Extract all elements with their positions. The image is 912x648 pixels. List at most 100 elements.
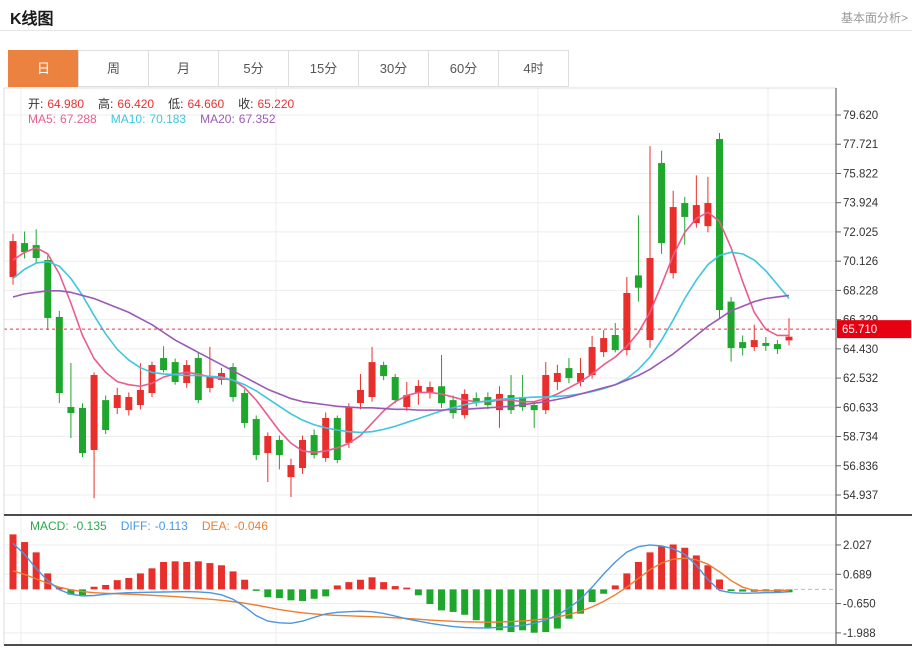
legend-value: 67.288 bbox=[60, 112, 97, 126]
candle-body bbox=[67, 407, 75, 414]
candle-body bbox=[310, 435, 318, 456]
candle-body bbox=[160, 358, 168, 371]
macd-bar bbox=[194, 561, 202, 590]
tab-周[interactable]: 周 bbox=[78, 50, 149, 87]
macd-bar bbox=[90, 586, 98, 590]
candle-body bbox=[739, 342, 747, 349]
page-title: K线图 bbox=[10, 11, 54, 28]
macd-bar bbox=[577, 589, 585, 614]
candle-body bbox=[658, 163, 666, 244]
candle-body bbox=[55, 316, 63, 394]
ma-line-ma5 bbox=[12, 211, 789, 454]
candle-body bbox=[264, 435, 272, 454]
macd-bar bbox=[449, 589, 457, 612]
macd-bar bbox=[252, 589, 260, 591]
tab-15分[interactable]: 15分 bbox=[288, 50, 359, 87]
tab-月[interactable]: 月 bbox=[148, 50, 219, 87]
legend-value: 70.183 bbox=[149, 112, 187, 126]
tab-30分[interactable]: 30分 bbox=[358, 50, 429, 87]
diff-line bbox=[12, 542, 790, 629]
macd-bar bbox=[484, 589, 492, 629]
price-axis-label: 75.822 bbox=[843, 168, 878, 180]
price-axis-label: 56.836 bbox=[843, 461, 878, 473]
macd-bar bbox=[692, 555, 700, 590]
legend-label: 高: bbox=[98, 97, 114, 111]
candle-body bbox=[565, 368, 573, 379]
candle-body bbox=[113, 395, 121, 408]
macd-bar bbox=[380, 582, 388, 590]
legend-label: DIFF: bbox=[120, 519, 151, 533]
ma-legend: MA5: 67.288 MA10: 70.183 MA20: 67.352 bbox=[28, 112, 290, 126]
candle-body bbox=[333, 417, 341, 461]
candle-body bbox=[275, 439, 283, 456]
legend-label: 低: bbox=[168, 97, 184, 111]
candle-body bbox=[368, 362, 376, 398]
tab-4时[interactable]: 4时 bbox=[498, 50, 569, 87]
candle-body bbox=[345, 407, 353, 443]
macd-bar bbox=[32, 552, 40, 590]
macd-bar bbox=[623, 573, 631, 590]
macd-bar bbox=[287, 589, 295, 601]
candle-body bbox=[148, 365, 156, 394]
macd-bar bbox=[472, 589, 480, 621]
candle-body bbox=[32, 245, 40, 259]
candle-body bbox=[634, 275, 642, 288]
legend-label: MACD: bbox=[30, 519, 69, 533]
macd-bar bbox=[739, 589, 747, 592]
candle-body bbox=[577, 373, 585, 382]
macd-bar bbox=[55, 587, 63, 590]
candle-body bbox=[356, 389, 364, 404]
candle-body bbox=[716, 139, 724, 311]
macd-axis-label: -1.988 bbox=[843, 628, 876, 640]
candle-body bbox=[403, 395, 411, 408]
macd-bar bbox=[530, 589, 538, 633]
candle-body bbox=[669, 207, 677, 274]
candle-body bbox=[785, 336, 793, 341]
tab-日[interactable]: 日 bbox=[8, 50, 79, 87]
candle-body bbox=[727, 301, 735, 349]
candle-body bbox=[44, 260, 52, 319]
macd-bar bbox=[438, 589, 446, 611]
legend-value: -0.135 bbox=[72, 519, 107, 533]
macd-bar bbox=[727, 589, 735, 592]
macd-bar bbox=[78, 589, 86, 596]
candle-body bbox=[102, 400, 110, 430]
macd-legend: MACD: -0.135 DIFF: -0.113 DEA: -0.046 bbox=[30, 519, 282, 533]
macd-bar bbox=[495, 589, 503, 631]
macd-bar bbox=[102, 584, 110, 590]
macd-bar bbox=[716, 579, 724, 590]
macd-bar bbox=[519, 589, 527, 631]
macd-bar bbox=[322, 589, 330, 597]
fundamental-analysis-link[interactable]: 基本面分析> bbox=[840, 11, 908, 25]
current-price-badge bbox=[837, 320, 911, 339]
legend-value: 67.352 bbox=[238, 112, 276, 126]
candle-body bbox=[229, 367, 237, 398]
candle-body bbox=[125, 397, 133, 411]
macd-bar bbox=[206, 563, 214, 590]
candle-body bbox=[623, 292, 631, 351]
macd-axis-label: 0.689 bbox=[843, 569, 872, 581]
macd-bar bbox=[461, 589, 469, 615]
candle-body bbox=[252, 419, 260, 456]
macd-bar bbox=[229, 571, 237, 590]
macd-bar bbox=[507, 589, 515, 633]
tab-5分[interactable]: 5分 bbox=[218, 50, 289, 87]
legend-label: MA20: bbox=[200, 112, 235, 126]
macd-bar bbox=[217, 565, 225, 590]
candle-body bbox=[495, 393, 503, 411]
candle-body bbox=[681, 203, 689, 217]
tab-60分[interactable]: 60分 bbox=[428, 50, 499, 87]
macd-bar bbox=[542, 589, 550, 633]
candle-body bbox=[391, 377, 399, 401]
candle-body bbox=[206, 376, 214, 388]
candle-body bbox=[9, 241, 17, 277]
macd-bar bbox=[345, 582, 353, 590]
candle-body bbox=[750, 340, 758, 348]
price-axis-label: 68.228 bbox=[843, 285, 878, 297]
price-axis-label: 60.633 bbox=[843, 402, 878, 414]
macd-bar bbox=[368, 577, 376, 590]
candle-body bbox=[194, 358, 202, 401]
candle-body bbox=[600, 338, 608, 353]
macd-bar bbox=[565, 589, 573, 619]
